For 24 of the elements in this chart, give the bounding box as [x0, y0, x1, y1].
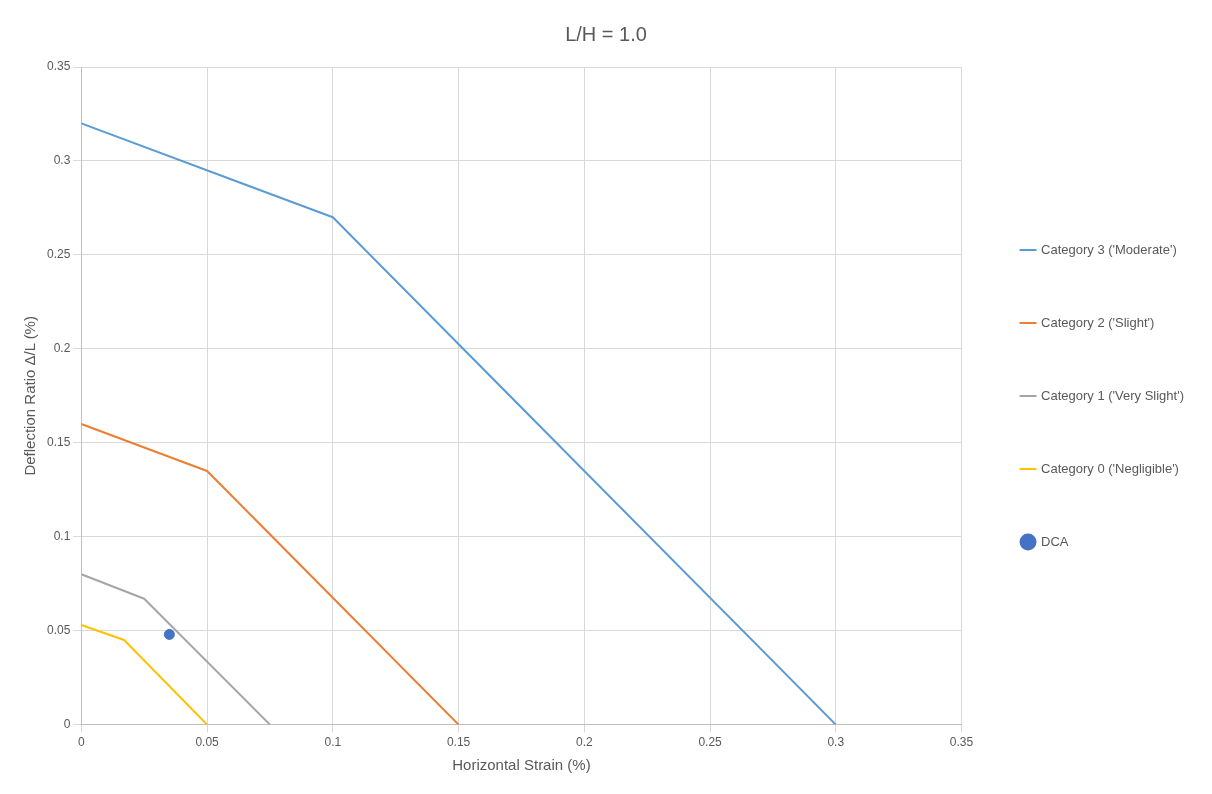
y-tick-label: 0.1 [53, 529, 71, 544]
x-tick-label: 0.35 [949, 735, 974, 750]
x-tick-label: 0.05 [195, 735, 220, 750]
x-axis-title: Horizontal Strain (%) [452, 756, 591, 774]
legend-label: Category 1 ('Very Slight') [1041, 387, 1184, 403]
y-tick-label: 0.2 [53, 341, 71, 356]
legend-label: Category 3 ('Moderate') [1041, 241, 1177, 257]
x-tick-label: 0.3 [827, 735, 845, 750]
y-axis-title: Deflection Ratio Δ/L (%) [21, 316, 39, 476]
y-tick-label: 0.25 [47, 247, 71, 262]
legend-label: DCA [1041, 533, 1069, 549]
x-tick-label: 0.15 [446, 735, 471, 750]
y-tick-label: 0.15 [47, 435, 71, 450]
legend-label: Category 2 ('Slight') [1041, 314, 1155, 330]
x-tick-label: 0.2 [575, 735, 593, 750]
x-tick-label: 0.1 [324, 735, 342, 750]
legend-label: Category 0 ('Negligible') [1041, 460, 1179, 476]
x-tick-label: 0 [78, 735, 86, 750]
y-tick-label: 0.35 [47, 59, 71, 74]
chart-title: L/H = 1.0 [565, 22, 647, 45]
y-tick-label: 0 [63, 716, 71, 731]
x-tick-label: 0.25 [698, 735, 723, 750]
y-tick-label: 0.3 [53, 153, 71, 168]
y-tick-label: 0.05 [47, 622, 71, 637]
